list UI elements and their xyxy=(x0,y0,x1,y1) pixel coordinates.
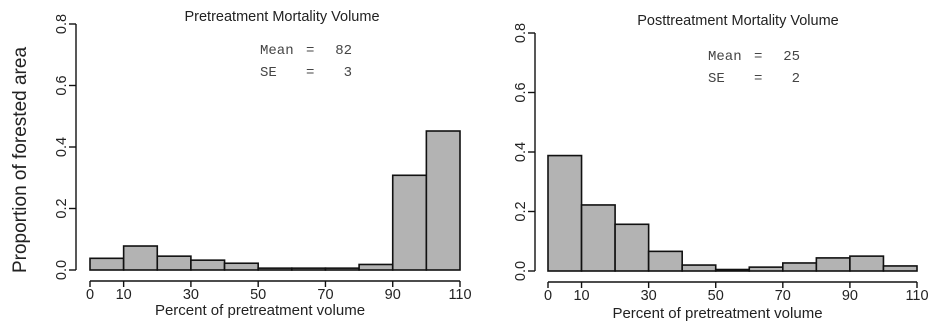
posttreatment-bar-1 xyxy=(580,204,616,272)
posttreatment-x-tick-label-1: 10 xyxy=(573,288,589,304)
posttreatment-bar-3 xyxy=(647,250,683,272)
pretreatment-x-tick-label-0: 0 xyxy=(86,287,94,303)
pretreatment-x-tick-label-3: 50 xyxy=(250,287,266,303)
pretreatment-bar-9 xyxy=(391,174,428,271)
posttreatment-x-tick-label-4: 70 xyxy=(775,288,791,304)
posttreatment-bar-6 xyxy=(748,266,784,272)
posttreatment-mean-label: Mean xyxy=(708,49,742,65)
posttreatment-chart-title: Posttreatment Mortality Volume xyxy=(637,13,838,29)
pretreatment-se-value: 3 xyxy=(344,65,352,81)
pretreatment-mean-label: Mean xyxy=(260,43,294,59)
pretreatment-x-tick-label-6: 110 xyxy=(448,287,471,303)
posttreatment-x-tick-label-3: 50 xyxy=(708,288,724,304)
posttreatment-bar-9 xyxy=(849,255,885,272)
posttreatment-y-tick-label-2: 0.4 xyxy=(513,142,529,162)
posttreatment-x-tick-label-0: 0 xyxy=(544,288,552,304)
pretreatment-bar-3 xyxy=(190,259,226,271)
posttreatment-histogram-panel: Posttreatment Mortality Volume 0.0 0.2 0.4 0… xyxy=(513,13,929,321)
pretreatment-bar-8 xyxy=(358,263,394,271)
pretreatment-bar-6 xyxy=(291,267,327,271)
pretreatment-bar-4 xyxy=(223,262,259,271)
pretreatment-x-tick-label-1: 10 xyxy=(116,287,132,303)
pretreatment-y-tick-label-1: 0.2 xyxy=(54,198,70,218)
pretreatment-se-equals: = xyxy=(306,65,314,81)
pretreatment-x-tick-label-5: 90 xyxy=(385,287,401,303)
pretreatment-se-label: SE xyxy=(260,65,277,81)
posttreatment-y-tick-label-4: 0.8 xyxy=(513,23,529,43)
pretreatment-mean-equals: = xyxy=(306,43,314,59)
pretreatment-x-tick-label-4: 70 xyxy=(317,287,333,303)
pretreatment-mean-value: 82 xyxy=(335,43,352,59)
pretreatment-x-tick-label-2: 30 xyxy=(183,287,199,303)
posttreatment-bar-0 xyxy=(547,154,583,272)
posttreatment-se-value: 2 xyxy=(792,71,800,87)
posttreatment-bar-2 xyxy=(614,223,650,272)
posttreatment-x-axis-label: Percent of pretreatment volume xyxy=(612,305,822,321)
posttreatment-mean-value: 25 xyxy=(783,49,800,65)
pretreatment-bar-0 xyxy=(89,257,125,271)
pretreatment-y-tick-label-0: 0.0 xyxy=(54,260,70,280)
pretreatment-bar-10 xyxy=(425,130,461,271)
pretreatment-bar-1 xyxy=(122,245,159,271)
shared-y-axis-label: Proportion of forested area xyxy=(10,47,31,273)
pretreatment-y-tick-label-3: 0.6 xyxy=(54,75,70,95)
pretreatment-x-axis-label: Percent of pretreatment volume xyxy=(155,302,365,319)
posttreatment-bar-7 xyxy=(782,262,818,272)
posttreatment-bar-10 xyxy=(882,265,918,272)
pretreatment-histogram-panel: Pretreatment Mortality Volume 0.0 0.2 0.4 0.… xyxy=(54,9,472,319)
pretreatment-bar-2 xyxy=(156,255,192,271)
posttreatment-bar-8 xyxy=(815,257,851,272)
posttreatment-se-label: SE xyxy=(708,71,725,87)
posttreatment-x-tick-label-6: 110 xyxy=(905,288,928,304)
posttreatment-x-tick-label-2: 30 xyxy=(641,288,657,304)
pretreatment-y-tick-label-4: 0.8 xyxy=(54,14,70,34)
posttreatment-y-tick-label-3: 0.6 xyxy=(513,82,529,102)
posttreatment-y-tick-label-0: 0.0 xyxy=(513,261,529,281)
posttreatment-bar-5 xyxy=(714,268,751,272)
posttreatment-x-tick-label-5: 90 xyxy=(842,288,858,304)
posttreatment-y-tick-label-1: 0.2 xyxy=(513,201,529,221)
pretreatment-bar-5 xyxy=(257,267,293,271)
posttreatment-se-equals: = xyxy=(754,71,762,87)
pretreatment-bar-7 xyxy=(324,267,360,271)
posttreatment-bar-4 xyxy=(681,264,717,272)
pretreatment-y-tick-label-2: 0.4 xyxy=(54,137,70,157)
pretreatment-chart-title: Pretreatment Mortality Volume xyxy=(184,9,379,25)
posttreatment-mean-equals: = xyxy=(754,49,762,65)
